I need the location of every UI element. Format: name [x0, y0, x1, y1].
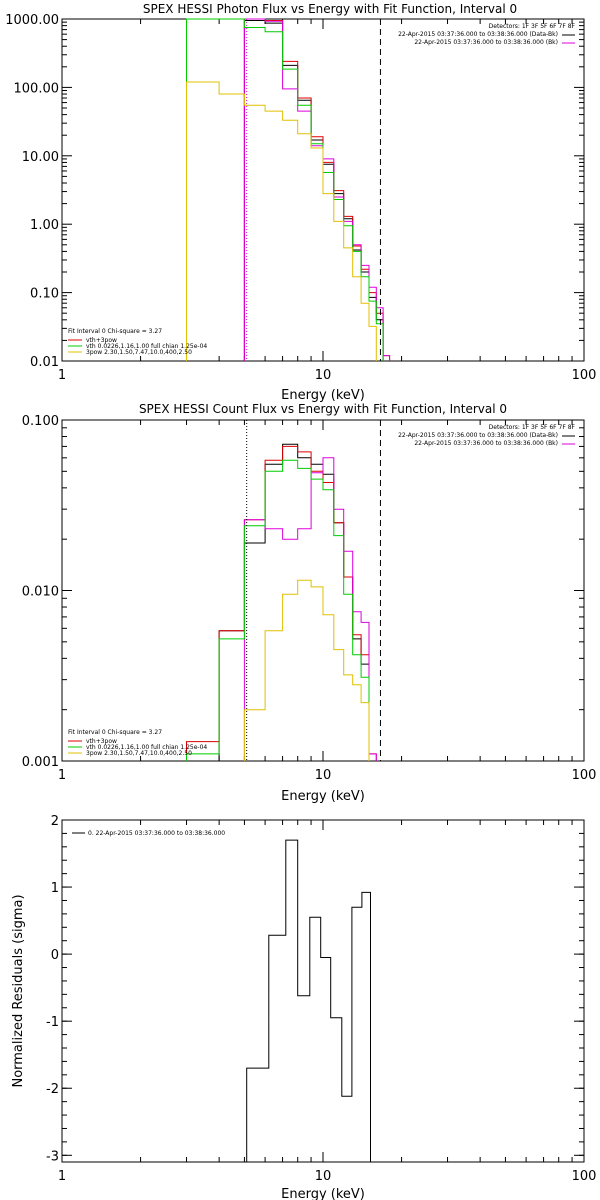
photon-data-bk-line: 22-Apr-2015 03:37:36.000 to 03:38:36.000… — [398, 31, 558, 38]
count-data-bk-line: 22-Apr-2015 03:37:36.000 to 03:38:36.000… — [398, 432, 558, 439]
photon-fit-vth: vth 0.0226,1.16,1.00 full chian 1.25e-04 — [86, 343, 207, 350]
series-green — [186, 18, 384, 361]
count-flux-panel: SPEX HESSI Count Flux vs Energy with Fit… — [22, 402, 597, 804]
count-title: SPEX HESSI Count Flux vs Energy with Fit… — [139, 402, 507, 416]
y-tick-label: 1 — [51, 881, 59, 896]
resid-plot-frame — [61, 819, 585, 1163]
photon-fit-total: vth+3pow — [86, 337, 117, 344]
count-bk-line: 22-Apr-2015 03:37:36.000 to 03:38:36.000… — [414, 440, 558, 447]
count-detectors-line: Detectors: 1F 3F 5F 6F 7F 8F — [489, 424, 576, 431]
series-black — [243, 20, 384, 361]
count-fit-legend: Fit Interval 0 Chi-square = 3.27 vth+3po… — [68, 729, 207, 757]
series-black — [218, 443, 370, 761]
count-fit-3pow: 3pow 2.30,1.50,7.47,10.0,400,2.50 — [86, 750, 192, 757]
resid-legend-text: 0. 22-Apr-2015 03:37:36.000 to 03:38:36.… — [88, 830, 225, 837]
x-tick-label: 100 — [572, 768, 597, 783]
photon-fit-legend: Fit Interval 0 Chi-square = 3.27 vth+3po… — [68, 328, 207, 356]
count-detectors-legend: Detectors: 1F 3F 5F 6F 7F 8F 22-Apr-2015… — [398, 424, 575, 447]
series-red — [243, 18, 391, 361]
y-tick-label: -3 — [46, 1149, 59, 1164]
series-yellow — [186, 81, 377, 361]
y-tick-label: -2 — [46, 1082, 59, 1097]
y-tick-label: 1000.00 — [5, 13, 59, 28]
x-tick-label: 10 — [315, 368, 332, 383]
series-magenta — [243, 457, 377, 761]
series-green — [186, 459, 370, 761]
y-tick-label: 0.010 — [22, 585, 59, 600]
photon-title: SPEX HESSI Photon Flux vs Energy with Fi… — [143, 2, 517, 16]
x-tick-label: 100 — [572, 368, 597, 383]
resid-ylabel: Normalized Residuals (sigma) — [11, 894, 26, 1087]
count-vlines — [246, 420, 381, 761]
y-tick-label: 2 — [51, 814, 59, 829]
y-tick-label: 0.100 — [22, 414, 59, 429]
y-tick-label: 0.001 — [22, 755, 59, 770]
x-tick-label: 100 — [572, 1169, 597, 1184]
series-black — [246, 839, 371, 1162]
x-tick-label: 10 — [315, 768, 332, 783]
x-tick-label: 1 — [58, 1169, 66, 1184]
y-tick-label: 0 — [51, 948, 59, 963]
photon-fit-interval: Fit Interval 0 Chi-square = 3.27 — [68, 328, 162, 335]
photon-series — [186, 18, 391, 361]
count-xlabel: Energy (keV) — [281, 789, 365, 804]
photon-flux-panel: SPEX HESSI Photon Flux vs Energy with Fi… — [5, 2, 596, 403]
count-fit-vth: vth 0.0226,1.16,1.00 full chian 1.25e-04 — [86, 744, 207, 751]
photon-fit-3pow: 3pow 2.30,1.50,7.47,10.0,400,2.50 — [86, 349, 192, 356]
resid-ticks: 1 10 100 -3 -2 -1 0 1 2 — [46, 814, 596, 1184]
x-tick-label: 1 — [58, 368, 66, 383]
count-series — [186, 443, 377, 761]
photon-vlines — [246, 19, 381, 361]
resid-legend: 0. 22-Apr-2015 03:37:36.000 to 03:38:36.… — [72, 830, 225, 837]
y-tick-label: 0.01 — [30, 355, 59, 370]
series-red — [186, 445, 377, 761]
series-yellow — [243, 579, 370, 761]
y-tick-label: 10.00 — [22, 150, 59, 165]
y-tick-label: 0.10 — [30, 287, 59, 302]
photon-detectors-line: Detectors: 1F 3F 5F 6F 7F 8F — [489, 23, 576, 30]
resid-series — [246, 839, 371, 1162]
resid-xlabel: Energy (keV) — [281, 1187, 365, 1200]
count-fit-interval: Fit Interval 0 Chi-square = 3.27 — [68, 729, 162, 736]
y-tick-label: -1 — [46, 1015, 59, 1030]
y-tick-label: 1.00 — [30, 218, 59, 233]
series-magenta — [243, 18, 391, 361]
y-tick-label: 100.00 — [14, 81, 60, 96]
count-fit-total: vth+3pow — [86, 738, 117, 745]
residuals-panel: 1 10 100 -3 -2 -1 0 1 2 Energy (keV) Normalized … — [11, 814, 596, 1200]
photon-bk-line: 22-Apr-2015 03:37:36.000 to 03:38:36.000… — [414, 39, 558, 46]
x-tick-label: 1 — [58, 768, 66, 783]
photon-detectors-legend: Detectors: 1F 3F 5F 6F 7F 8F 22-Apr-2015… — [398, 23, 575, 46]
photon-xlabel: Energy (keV) — [281, 388, 365, 403]
count-ticks: 1 10 100 0.001 0.010 0.100 — [22, 414, 597, 783]
x-tick-label: 10 — [315, 1169, 332, 1184]
